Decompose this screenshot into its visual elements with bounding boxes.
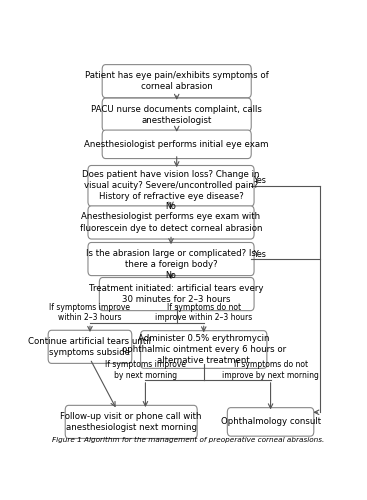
FancyBboxPatch shape [141, 330, 267, 368]
Text: No: No [166, 272, 177, 280]
FancyBboxPatch shape [102, 98, 251, 131]
FancyBboxPatch shape [88, 166, 254, 206]
Text: Ophthalmology consult: Ophthalmology consult [221, 418, 321, 426]
Text: If symptoms improve
within 2–3 hours: If symptoms improve within 2–3 hours [50, 303, 130, 322]
Text: Follow-up visit or phone call with
anesthesiologist next morning: Follow-up visit or phone call with anest… [61, 412, 202, 432]
Text: If symptoms do not
improve by next morning: If symptoms do not improve by next morni… [222, 360, 319, 380]
Text: PACU nurse documents complaint, calls
anesthesiologist: PACU nurse documents complaint, calls an… [91, 104, 262, 124]
Text: If symptoms improve
by next morning: If symptoms improve by next morning [105, 360, 186, 380]
Text: Figure 1 Algorithm for the management of preoperative corneal abrasions.: Figure 1 Algorithm for the management of… [52, 437, 324, 443]
Text: Yes: Yes [253, 250, 266, 258]
Text: Anesthesiologist performs initial eye exam: Anesthesiologist performs initial eye ex… [84, 140, 269, 149]
FancyBboxPatch shape [102, 130, 251, 158]
Text: Continue artificial tears until
symptoms subside: Continue artificial tears until symptoms… [29, 337, 152, 357]
FancyBboxPatch shape [65, 406, 197, 438]
Text: Is the abrasion large or complicated? Is
there a foreign body?: Is the abrasion large or complicated? Is… [86, 249, 256, 269]
Text: Treatment initiated: artificial tears every
30 minutes for 2–3 hours: Treatment initiated: artificial tears ev… [90, 284, 264, 304]
FancyBboxPatch shape [227, 408, 314, 436]
Text: Does patient have vision loss? Change in
visual acuity? Severe/uncontrolled pain: Does patient have vision loss? Change in… [82, 170, 260, 202]
FancyBboxPatch shape [88, 242, 254, 276]
Text: Patient has eye pain/exhibits symptoms of
corneal abrasion: Patient has eye pain/exhibits symptoms o… [85, 71, 269, 91]
FancyBboxPatch shape [99, 278, 254, 310]
Text: If symptoms do not
improve within 2–3 hours: If symptoms do not improve within 2–3 ho… [155, 303, 252, 322]
FancyBboxPatch shape [102, 64, 251, 98]
FancyBboxPatch shape [48, 330, 132, 364]
Text: No: No [166, 202, 177, 211]
Text: Anesthesiologist performs eye exam with
fluorescein dye to detect corneal abrasi: Anesthesiologist performs eye exam with … [80, 212, 262, 233]
FancyBboxPatch shape [88, 206, 254, 239]
Text: Administer 0.5% erythromycin
ophthalmic ointment every 6 hours or
alternative tr: Administer 0.5% erythromycin ophthalmic … [122, 334, 286, 365]
Text: Yes: Yes [253, 176, 266, 186]
